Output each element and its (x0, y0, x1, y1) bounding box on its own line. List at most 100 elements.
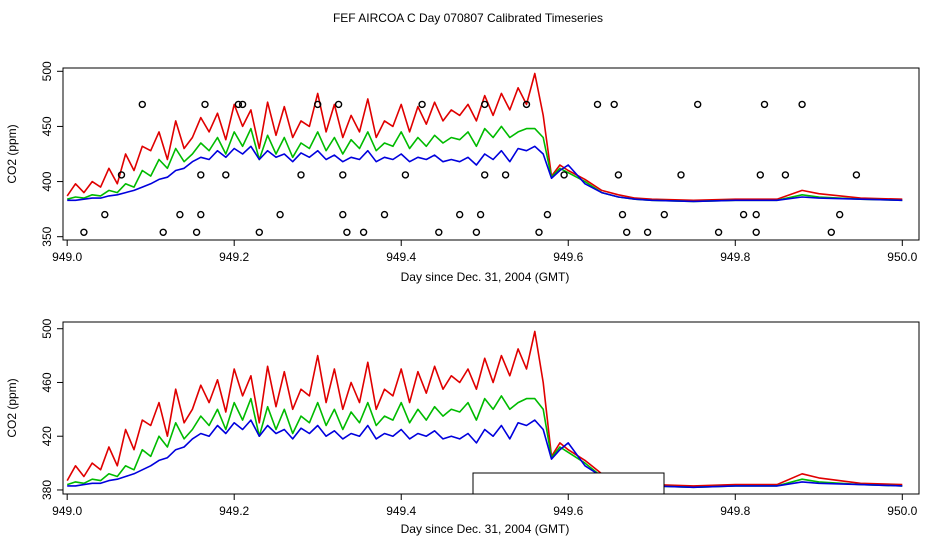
marker-point (80, 228, 88, 237)
marker-point (297, 171, 305, 179)
top-series-layer (66, 72, 903, 203)
marker-point (435, 228, 443, 237)
marker-point (222, 171, 230, 179)
chart-title: FEF AIRCOA C Day 070807 Calibrated Times… (333, 11, 603, 25)
marker-point (472, 228, 481, 237)
marker-point (117, 171, 126, 179)
marker-point (618, 210, 627, 219)
marker-point (456, 210, 464, 219)
marker-point (501, 171, 510, 179)
marker-point (276, 210, 284, 219)
marker-point (481, 100, 489, 109)
marker-point (481, 171, 489, 179)
bottom-y-axis: 380 420 460 500 (40, 318, 63, 500)
marker-point (234, 100, 243, 109)
top-marker-layer (80, 100, 861, 237)
bottom-y-label: CO2 (ppm) (5, 378, 19, 437)
x-tick-label: 949.8 (720, 250, 750, 264)
x-tick-label: 949.0 (52, 504, 82, 518)
marker-point (359, 228, 368, 237)
top-panel: 949.0 949.2 949.4 949.6 949.8 950.0 350 400 450… (5, 61, 920, 284)
marker-point (192, 228, 201, 237)
marker-point (343, 228, 351, 237)
x-tick-label: 949.2 (219, 250, 249, 264)
marker-point (614, 171, 623, 179)
marker-point (643, 228, 652, 237)
marker-point (623, 228, 631, 237)
bottom-plot-frame (62, 321, 920, 495)
marker-point (694, 100, 702, 109)
legend-box (472, 472, 665, 495)
marker-point (101, 210, 109, 219)
bottom-x-label: Day since Dec. 31, 2004 (GMT) (401, 522, 570, 536)
top-x-axis: 949.0 949.2 949.4 949.6 949.8 950.0 (52, 240, 918, 264)
series-line-red (66, 72, 903, 202)
series-line-blue (67, 419, 903, 489)
series-line-red (66, 330, 903, 487)
marker-point (339, 171, 347, 179)
marker-point (476, 210, 485, 219)
marker-point (660, 210, 668, 219)
series-line-blue (67, 145, 903, 203)
marker-point (197, 171, 205, 179)
series-line-green (66, 395, 903, 489)
bottom-x-axis: 949.0 949.2 949.4 949.6 949.8 950.0 (52, 494, 918, 518)
marker-point (201, 100, 209, 109)
marker-point (756, 171, 764, 179)
marker-point (197, 210, 205, 219)
x-tick-label: 950.0 (887, 504, 917, 518)
marker-point (852, 171, 861, 179)
marker-point (401, 171, 410, 179)
marker-point (610, 100, 618, 109)
x-tick-label: 949.4 (386, 250, 416, 264)
marker-point (543, 210, 552, 219)
series-line-green (66, 125, 903, 203)
marker-point (522, 100, 531, 109)
x-tick-label: 949.8 (720, 504, 750, 518)
top-plot-frame (62, 67, 920, 241)
marker-point (760, 100, 769, 109)
marker-point (339, 210, 347, 219)
marker-point (176, 210, 184, 219)
marker-point (714, 228, 723, 237)
marker-point (560, 171, 568, 179)
marker-point (138, 100, 147, 109)
marker-point (418, 100, 426, 109)
x-tick-label: 950.0 (887, 250, 917, 264)
marker-point (593, 100, 602, 109)
marker-point (255, 228, 263, 237)
top-x-label: Day since Dec. 31, 2004 (GMT) (401, 270, 570, 284)
marker-point (798, 100, 806, 109)
marker-point (739, 210, 748, 219)
top-y-label: CO2 (ppm) (5, 124, 19, 183)
x-tick-label: 949.6 (553, 250, 583, 264)
top-y-axis: 350 400 450 500 (40, 61, 63, 247)
y-tick-label: 500 (40, 318, 54, 338)
marker-point (827, 228, 835, 237)
marker-point (314, 100, 322, 109)
x-tick-label: 949.0 (52, 250, 82, 264)
marker-point (836, 210, 844, 219)
bottom-series-layer (66, 330, 903, 489)
marker-point (752, 210, 760, 219)
marker-point (677, 171, 685, 179)
y-tick-label: 350 (40, 226, 54, 246)
bottom-panel: 949.0 949.2 949.4 949.6 949.8 950.0 380 420 460… (5, 318, 920, 536)
y-tick-label: 460 (40, 372, 54, 392)
marker-point (535, 228, 543, 237)
y-tick-label: 500 (40, 61, 54, 81)
x-tick-label: 949.6 (553, 504, 583, 518)
marker-point (380, 210, 389, 219)
y-tick-label: 380 (40, 480, 54, 500)
y-tick-label: 400 (40, 171, 54, 191)
marker-point (334, 100, 343, 109)
marker-point (752, 228, 760, 237)
marker-point (238, 100, 247, 109)
y-tick-label: 450 (40, 116, 54, 136)
marker-point (159, 228, 167, 237)
y-tick-label: 420 (40, 426, 54, 446)
x-tick-label: 949.2 (219, 504, 249, 518)
marker-point (781, 171, 790, 179)
x-tick-label: 949.4 (386, 504, 416, 518)
